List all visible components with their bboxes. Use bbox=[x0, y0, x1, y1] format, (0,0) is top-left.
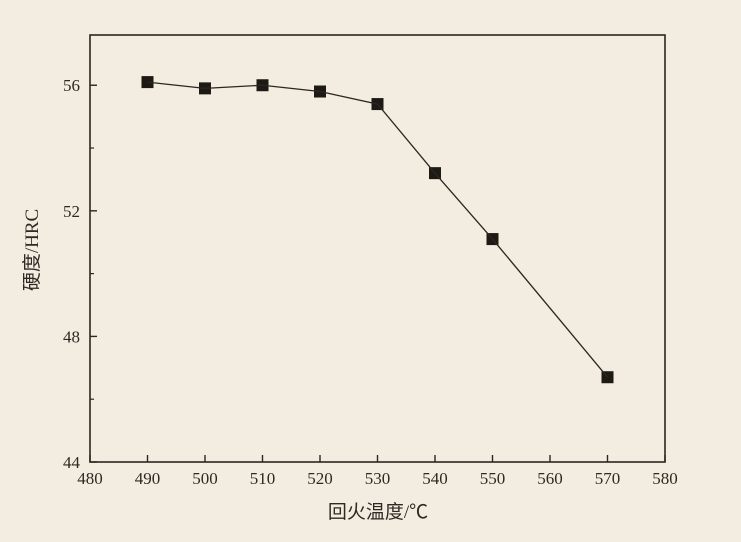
x-tick-label: 520 bbox=[307, 469, 333, 488]
x-tick-label: 510 bbox=[250, 469, 276, 488]
x-axis-title: 回火温度/℃ bbox=[328, 501, 428, 523]
x-tick-label: 560 bbox=[537, 469, 563, 488]
y-tick-label: 52 bbox=[63, 202, 80, 221]
x-tick-label: 580 bbox=[652, 469, 678, 488]
y-tick-label: 56 bbox=[63, 76, 80, 95]
y-tick-label: 48 bbox=[63, 327, 80, 346]
x-tick-label: 530 bbox=[365, 469, 391, 488]
x-tick-label: 490 bbox=[135, 469, 161, 488]
y-tick-label: 44 bbox=[63, 453, 81, 472]
x-tick-label: 570 bbox=[595, 469, 621, 488]
data-line bbox=[147, 81, 608, 378]
x-tick-label: 500 bbox=[192, 469, 218, 488]
x-tick-label: 550 bbox=[480, 469, 506, 488]
x-tick-label: 480 bbox=[77, 469, 103, 488]
plot-frame bbox=[89, 34, 666, 463]
y-axis-title: 硬度/HRC bbox=[21, 209, 43, 291]
x-tick-label: 540 bbox=[422, 469, 448, 488]
